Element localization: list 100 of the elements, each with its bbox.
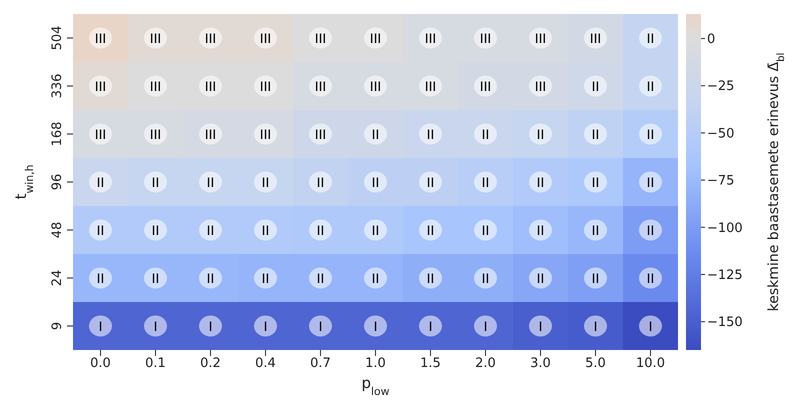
data-label: III	[370, 32, 382, 47]
data-label: I	[484, 320, 488, 335]
x-tick-label: 0.4	[255, 356, 276, 372]
data-label: II	[646, 224, 654, 239]
data-label: III	[94, 32, 106, 47]
data-label: II	[646, 176, 654, 191]
y-tick-label: 96	[50, 174, 65, 190]
data-label: III	[314, 128, 326, 143]
y-tick-label: 9	[50, 322, 65, 330]
x-tick-label: 3.0	[530, 356, 551, 372]
data-label: III	[260, 80, 272, 95]
data-label: II	[316, 272, 324, 287]
data-label: II	[262, 176, 270, 191]
data-label: III	[150, 32, 162, 47]
data-label: II	[536, 272, 544, 287]
data-label: II	[592, 80, 600, 95]
y-tick-label: 48	[50, 222, 65, 238]
data-label: III	[260, 32, 272, 47]
data-label: III	[534, 32, 546, 47]
data-label: II	[426, 176, 434, 191]
data-label: II	[152, 224, 160, 239]
data-label: II	[206, 176, 214, 191]
data-label: II	[592, 128, 600, 143]
data-label: II	[482, 176, 490, 191]
data-label: II	[262, 224, 270, 239]
data-label: I	[208, 320, 212, 335]
color-bar-label: −100	[707, 220, 743, 236]
data-label: II	[152, 272, 160, 287]
color-bar-label: −75	[707, 174, 734, 189]
data-label: II	[592, 224, 600, 239]
x-tick-label: 10.0	[636, 356, 665, 372]
data-label: II	[482, 128, 490, 143]
x-tick-label: 2.0	[475, 356, 496, 372]
data-label: II	[536, 224, 544, 239]
data-label: I	[264, 320, 268, 335]
x-tick-label: 0.1	[145, 356, 166, 372]
data-label: II	[206, 224, 214, 239]
data-label: III	[150, 80, 162, 95]
data-label: II	[536, 176, 544, 191]
data-label: II	[646, 80, 654, 95]
y-tick-label: 336	[50, 74, 65, 98]
color-bar-label: −25	[707, 79, 734, 94]
data-label: III	[480, 80, 492, 95]
y-tick-label: 24	[50, 270, 65, 286]
data-label: II	[152, 176, 160, 191]
x-tick-label: 1.5	[420, 356, 441, 372]
data-label: I	[98, 320, 102, 335]
y-tick-label: 168	[50, 122, 65, 146]
x-tick-label: 0.7	[310, 356, 331, 372]
data-label: II	[316, 176, 324, 191]
data-label: II	[372, 224, 380, 239]
color-bar-label: −50	[707, 126, 734, 142]
x-tick-label: 0.0	[90, 356, 111, 372]
data-label: II	[96, 272, 104, 287]
data-label: I	[648, 320, 652, 335]
data-label: III	[150, 128, 162, 143]
data-label: II	[96, 176, 104, 191]
data-label: III	[424, 32, 436, 47]
data-label: I	[594, 320, 598, 335]
color-bar-label: 0	[707, 32, 716, 48]
data-label: II	[482, 224, 490, 239]
data-label: II	[592, 176, 600, 191]
data-label: I	[538, 320, 542, 335]
data-label: I	[374, 320, 378, 335]
data-label: III	[424, 80, 436, 95]
data-label: III	[314, 80, 326, 95]
data-label: III	[94, 128, 106, 143]
x-axis-title: p$_{low}$	[362, 374, 390, 398]
data-label: I	[318, 320, 322, 335]
data-label: III	[480, 32, 492, 47]
data-label: II	[646, 272, 654, 287]
data-label: II	[646, 32, 654, 47]
data-label: II	[592, 272, 600, 287]
x-tick-label: 0.2	[200, 356, 221, 372]
data-label: III	[534, 80, 546, 95]
x-tick-label: 1.0	[365, 356, 386, 372]
data-label: I	[154, 320, 158, 335]
data-label: I	[428, 320, 432, 335]
data-label: II	[372, 176, 380, 191]
x-tick-label: 5.0	[585, 356, 606, 372]
data-label: III	[370, 80, 382, 95]
data-label: III	[590, 32, 602, 47]
data-label: II	[206, 272, 214, 287]
color-bar-label: −125	[707, 268, 743, 283]
color-bar-label: −150	[707, 315, 743, 330]
data-label: II	[482, 272, 490, 287]
y-tick-label: 504	[50, 26, 65, 50]
data-label: II	[372, 272, 380, 287]
data-label: III	[204, 128, 216, 143]
data-label: II	[646, 128, 654, 143]
data-label: III	[204, 80, 216, 95]
data-label: III	[94, 80, 106, 95]
data-label: II	[426, 272, 434, 287]
data-label: II	[426, 224, 434, 239]
data-label: II	[96, 224, 104, 239]
data-label: III	[204, 32, 216, 47]
data-label: II	[426, 128, 434, 143]
data-label: III	[314, 32, 326, 47]
data-label: II	[316, 224, 324, 239]
data-label: II	[536, 128, 544, 143]
